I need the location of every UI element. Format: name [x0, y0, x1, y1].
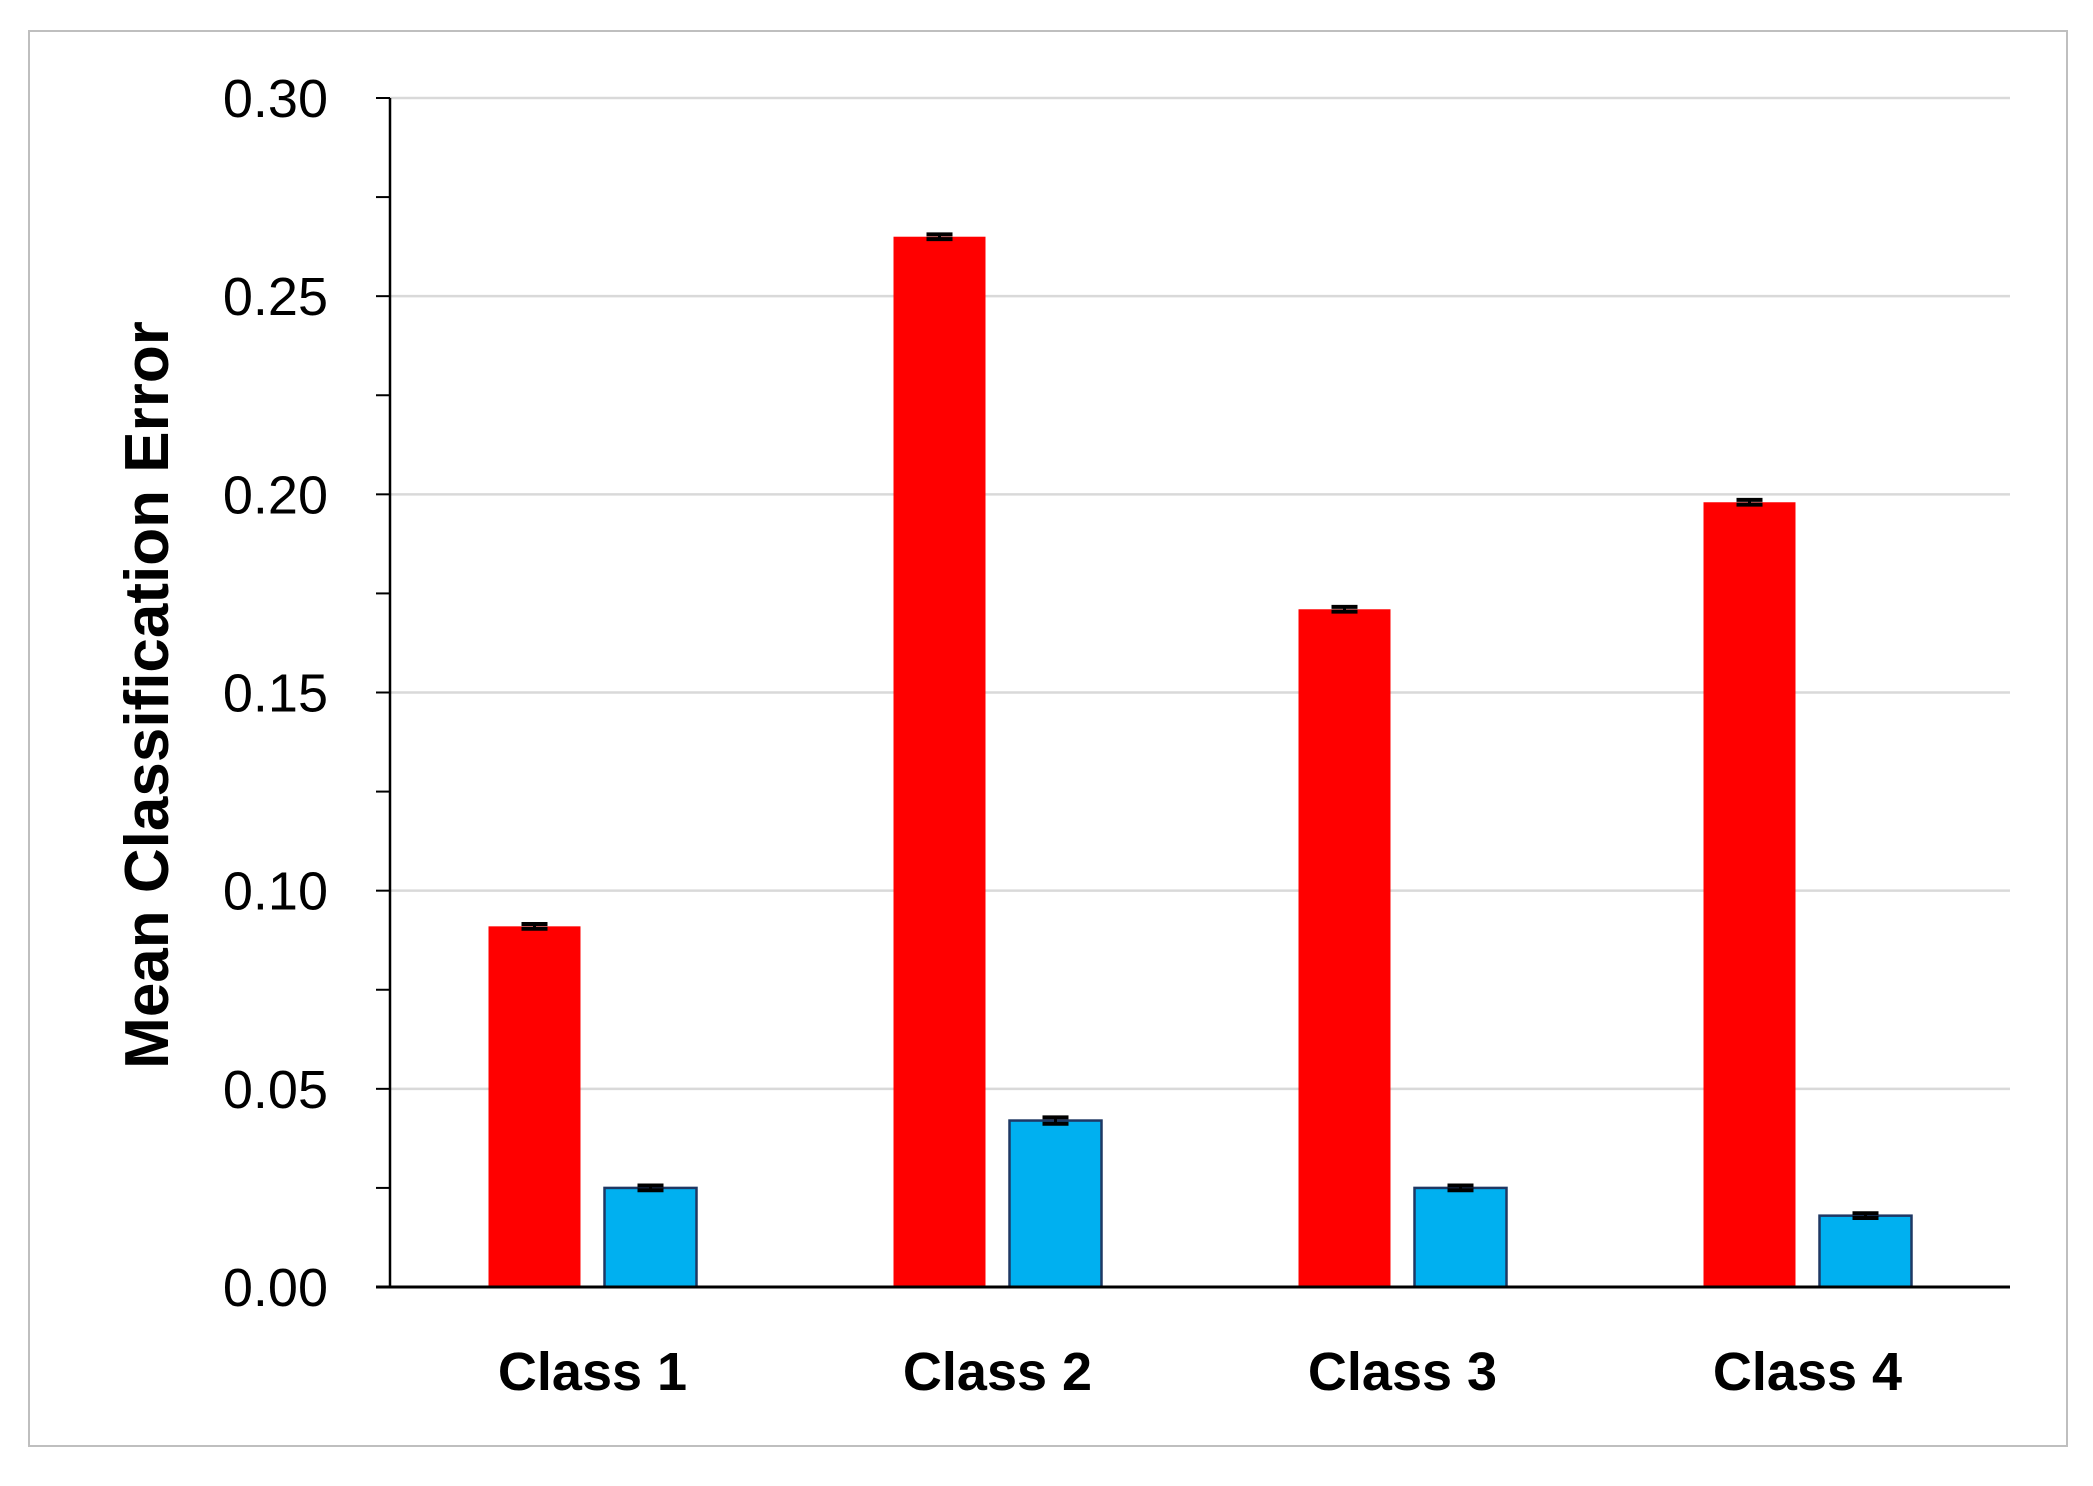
y-tick-label: 0.20: [223, 465, 328, 525]
bar-class-2-series-2: [1008, 1119, 1103, 1289]
x-category-label: Class 1: [498, 1342, 687, 1402]
y-tick-label: 0.15: [223, 664, 328, 724]
bar-class-1-series-2: [603, 1186, 698, 1289]
y-axis-title: Mean Classification Error: [113, 321, 182, 1069]
axes: [376, 97, 2010, 1289]
x-category-label: Class 2: [903, 1342, 1092, 1402]
bars: [488, 232, 1913, 1289]
y-tick-label: 0.00: [223, 1258, 328, 1318]
labels: 0.00 0.05 0.10 0.15 0.20 0.25 0.30 Class 1 Class…: [223, 69, 1902, 1402]
bar-class-4-series-2: [1818, 1214, 1913, 1289]
y-tick-label: 0.25: [223, 267, 328, 327]
bar-class-3-series-2: [1413, 1186, 1508, 1289]
bar-class-1-series-1: [488, 926, 581, 1287]
bar-class-3-series-1: [1298, 609, 1391, 1287]
bar-class-4-series-1: [1703, 502, 1796, 1287]
x-category-label: Class 4: [1713, 1342, 1902, 1402]
y-tick-label: 0.05: [223, 1060, 328, 1120]
bar-class-2-series-1: [893, 236, 986, 1287]
y-tick-label: 0.30: [223, 69, 328, 129]
y-tick-label: 0.10: [223, 862, 328, 922]
x-category-label: Class 3: [1308, 1342, 1497, 1402]
